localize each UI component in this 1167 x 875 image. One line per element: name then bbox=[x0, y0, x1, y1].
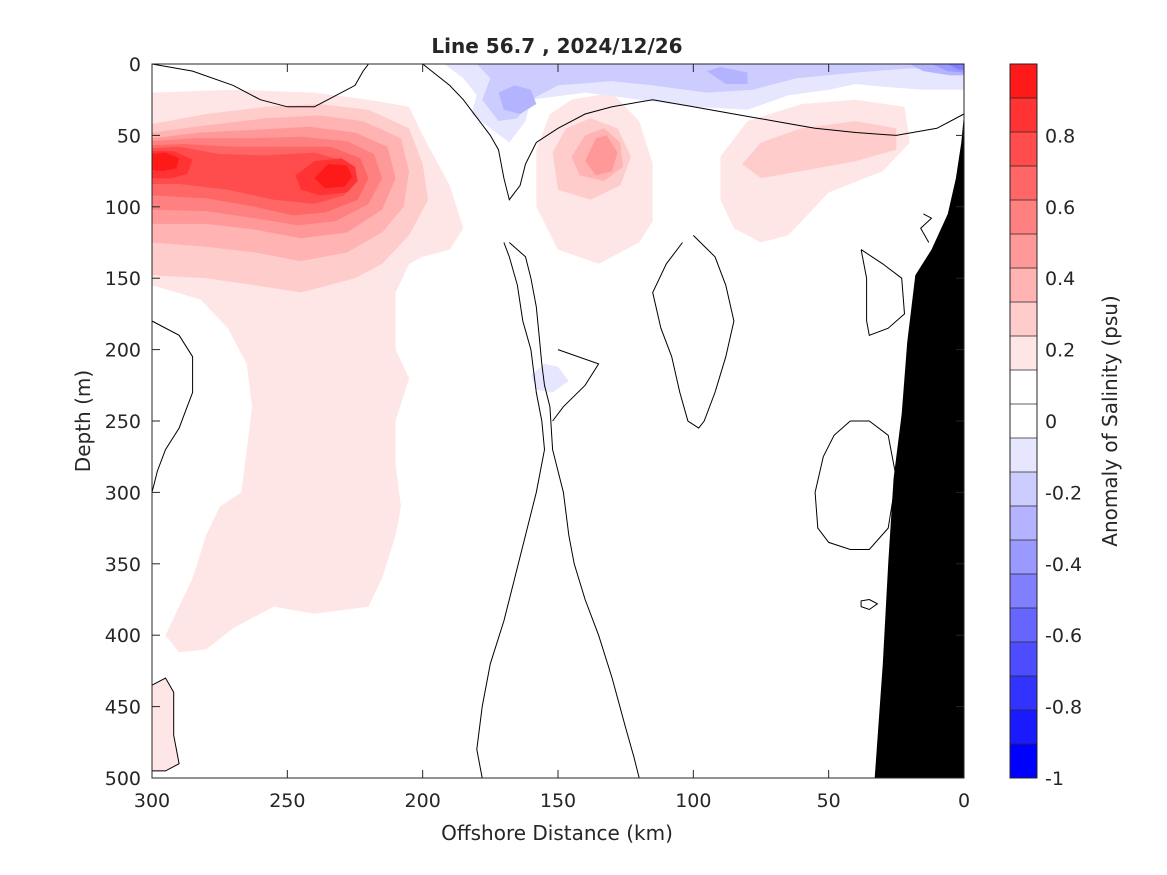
zero-contour-line bbox=[920, 213, 933, 243]
x-axis: 300 250 200 150 100 50 0 bbox=[134, 64, 970, 812]
y-tick-label: 400 bbox=[105, 625, 141, 647]
zero-contour-line bbox=[152, 64, 369, 108]
zero-contour-line bbox=[422, 64, 964, 201]
colorbar-swatch bbox=[1010, 540, 1037, 575]
contour-fill-0_9 bbox=[314, 164, 353, 189]
colorbar-tick-label: 0.4 bbox=[1045, 268, 1075, 290]
contour-fill-0_1 bbox=[152, 678, 180, 771]
zero-contour-lines bbox=[152, 64, 964, 778]
contour-fill-neg0_3 bbox=[706, 66, 748, 84]
y-axis: 0 50 100 150 200 250 300 350 400 450 500 bbox=[105, 54, 964, 790]
colorbar: -1 -0.8 -0.6 -0.4 -0.2 0 0.2 0.4 0.6 0.8 bbox=[1009, 63, 1082, 790]
colorbar-swatch bbox=[1010, 370, 1037, 405]
zero-contour-line bbox=[652, 235, 735, 429]
y-tick-label: 300 bbox=[105, 482, 141, 504]
colorbar-swatch bbox=[1010, 676, 1037, 711]
colorbar-frame bbox=[1009, 63, 1038, 779]
y-tick-label: 50 bbox=[117, 125, 141, 147]
colorbar-swatch bbox=[1010, 200, 1037, 235]
colorbar-tick-label: -1 bbox=[1045, 768, 1064, 790]
x-tick-label: 150 bbox=[540, 790, 576, 812]
zero-contour-line bbox=[152, 320, 194, 493]
y-tick-label: 150 bbox=[105, 268, 141, 290]
contour-fill-neg0_5 bbox=[947, 64, 964, 70]
colorbar-tick-label: -0.2 bbox=[1045, 482, 1082, 504]
x-axis-label: Offshore Distance (km) bbox=[441, 821, 673, 845]
colorbar-tick-label: 0.2 bbox=[1045, 340, 1075, 362]
y-tick-label: 500 bbox=[105, 768, 141, 790]
zero-contour-line bbox=[814, 420, 897, 550]
colorbar-tick-label: 0.8 bbox=[1045, 125, 1075, 147]
zero-contour-line bbox=[860, 249, 906, 336]
x-tick-label: 300 bbox=[134, 790, 170, 812]
y-tick-label: 350 bbox=[105, 554, 141, 576]
bathymetry-mask bbox=[874, 114, 964, 778]
contour-fill-neg0_3 bbox=[498, 85, 537, 114]
y-tick-label: 200 bbox=[105, 340, 141, 362]
colorbar-swatch bbox=[1010, 472, 1037, 507]
colorbar-swatch bbox=[1010, 642, 1037, 677]
y-tick-label: 100 bbox=[105, 197, 141, 219]
colorbar-swatch bbox=[1010, 574, 1037, 609]
y-tick-label: 250 bbox=[105, 411, 141, 433]
colorbar-swatch bbox=[1010, 132, 1037, 167]
colorbar-swatch bbox=[1010, 166, 1037, 201]
y-tick-label: 0 bbox=[129, 54, 141, 76]
colorbar-swatch bbox=[1010, 438, 1037, 473]
colorbar-swatch bbox=[1010, 64, 1037, 99]
y-axis-label: Depth (m) bbox=[71, 370, 95, 472]
x-tick-label: 100 bbox=[675, 790, 711, 812]
x-tick-label: 50 bbox=[817, 790, 841, 812]
contour-fill-neg0_2 bbox=[476, 64, 964, 122]
colorbar-swatch bbox=[1010, 302, 1037, 337]
zero-contour-line bbox=[860, 599, 879, 611]
colorbar-swatch bbox=[1010, 268, 1037, 303]
colorbar-swatch bbox=[1010, 744, 1037, 779]
colorbar-tick-label: -0.8 bbox=[1045, 697, 1082, 719]
zero-contour-line bbox=[508, 242, 640, 778]
colorbar-swatch bbox=[1010, 608, 1037, 643]
colorbar-tick-label: -0.4 bbox=[1045, 554, 1082, 576]
contour-fill-0_2 bbox=[742, 121, 897, 179]
contour-fill-0_9 bbox=[152, 152, 180, 172]
x-tick-label: 200 bbox=[405, 790, 441, 812]
contour-fill-0_4 bbox=[585, 135, 618, 176]
colorbar-label: Anomaly of Salinity (psu) bbox=[1098, 295, 1122, 546]
colorbar-swatch bbox=[1010, 710, 1037, 745]
colorbar-swatch bbox=[1010, 336, 1037, 371]
contour-fills bbox=[152, 64, 964, 771]
chart-title: Line 56.7 , 2024/12/26 bbox=[431, 34, 682, 58]
seafloor-mask bbox=[874, 114, 964, 778]
zero-contour-line bbox=[152, 677, 180, 772]
colorbar-tick-label: 0.6 bbox=[1045, 197, 1075, 219]
colorbar-swatch bbox=[1010, 98, 1037, 133]
colorbar-swatch bbox=[1010, 506, 1037, 541]
x-tick-label: 250 bbox=[269, 790, 305, 812]
zero-contour-line bbox=[552, 349, 600, 422]
y-tick-label: 450 bbox=[105, 697, 141, 719]
contour-fill-neg0_1 bbox=[530, 363, 569, 393]
colorbar-tick-label: 0 bbox=[1045, 411, 1057, 433]
zero-contour-line bbox=[476, 242, 546, 778]
colorbar-swatch bbox=[1010, 404, 1037, 439]
x-tick-label: 0 bbox=[958, 790, 970, 812]
colorbar-swatch bbox=[1010, 234, 1037, 269]
colorbar-tick-label: -0.6 bbox=[1045, 625, 1082, 647]
